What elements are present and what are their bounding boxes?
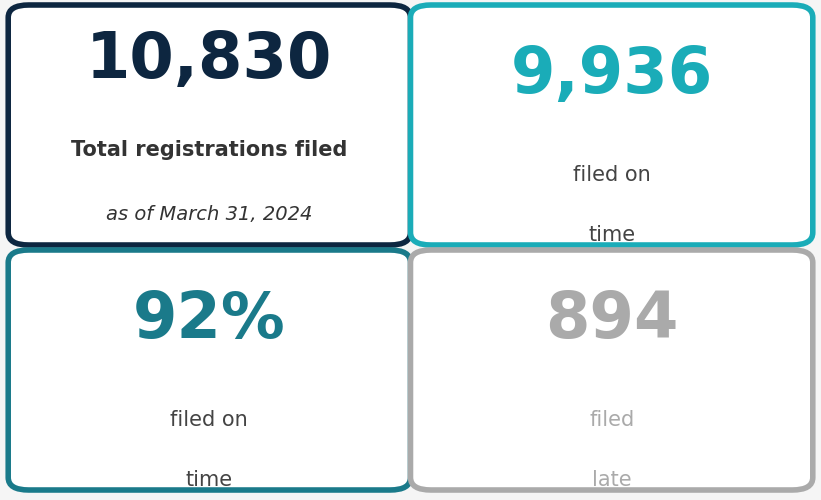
Text: filed: filed: [589, 410, 635, 430]
FancyBboxPatch shape: [8, 250, 410, 490]
Text: 10,830: 10,830: [86, 29, 333, 91]
FancyBboxPatch shape: [8, 5, 410, 245]
FancyBboxPatch shape: [410, 5, 813, 245]
Text: 894: 894: [545, 289, 678, 351]
Text: Total registrations filed: Total registrations filed: [71, 140, 347, 160]
Text: time: time: [186, 470, 233, 490]
Text: time: time: [588, 225, 635, 245]
Text: 9,936: 9,936: [511, 44, 713, 106]
Text: 92%: 92%: [133, 289, 286, 351]
FancyBboxPatch shape: [410, 250, 813, 490]
Text: late: late: [592, 470, 631, 490]
Text: filed on: filed on: [171, 410, 248, 430]
Text: filed on: filed on: [573, 165, 650, 185]
Text: as of March 31, 2024: as of March 31, 2024: [106, 206, 313, 225]
